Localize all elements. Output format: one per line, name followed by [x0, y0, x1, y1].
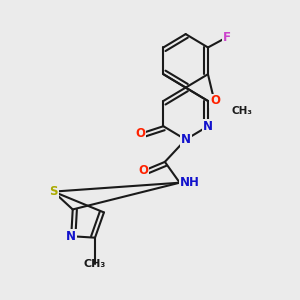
Text: CH₃: CH₃ [84, 259, 106, 269]
Text: N: N [203, 120, 213, 133]
Text: F: F [223, 31, 231, 44]
Text: NH: NH [180, 176, 200, 189]
Text: CH₃: CH₃ [232, 106, 253, 116]
Text: O: O [136, 127, 146, 140]
Text: N: N [66, 230, 76, 243]
Text: N: N [181, 133, 191, 146]
Text: O: O [139, 164, 148, 177]
Text: S: S [49, 185, 58, 198]
Text: O: O [210, 94, 220, 107]
